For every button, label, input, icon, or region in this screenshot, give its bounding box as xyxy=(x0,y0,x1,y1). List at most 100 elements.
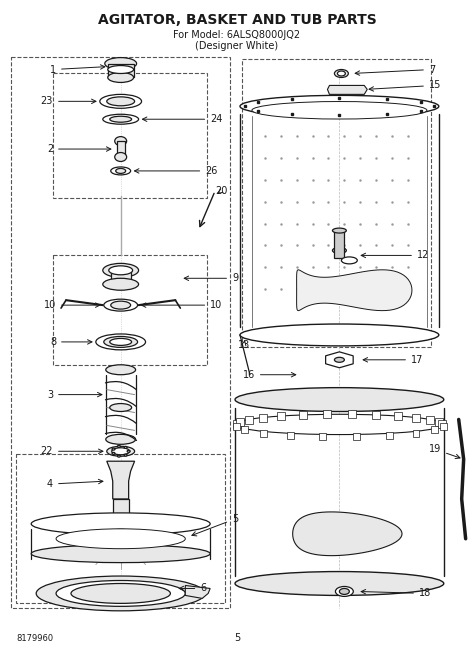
Ellipse shape xyxy=(108,73,134,82)
Bar xyxy=(354,433,360,440)
Text: 18: 18 xyxy=(361,589,431,598)
Ellipse shape xyxy=(31,545,210,562)
Ellipse shape xyxy=(336,587,353,596)
Ellipse shape xyxy=(71,583,170,604)
Text: 8179960: 8179960 xyxy=(16,634,54,643)
Ellipse shape xyxy=(107,446,135,456)
Text: 12: 12 xyxy=(361,250,429,260)
Text: 10: 10 xyxy=(44,300,100,310)
Ellipse shape xyxy=(110,116,132,122)
Ellipse shape xyxy=(107,97,135,106)
Polygon shape xyxy=(328,86,367,94)
Bar xyxy=(426,416,434,424)
Ellipse shape xyxy=(339,589,349,594)
Text: 16: 16 xyxy=(243,370,296,380)
Ellipse shape xyxy=(111,301,131,309)
Ellipse shape xyxy=(335,69,348,77)
Ellipse shape xyxy=(235,414,444,434)
Bar xyxy=(259,414,267,422)
Ellipse shape xyxy=(109,266,133,275)
Text: 13: 13 xyxy=(237,340,250,350)
Text: 17: 17 xyxy=(363,355,423,365)
Bar xyxy=(245,416,253,424)
Ellipse shape xyxy=(124,454,127,456)
Ellipse shape xyxy=(103,114,138,124)
Ellipse shape xyxy=(124,447,127,449)
Bar xyxy=(438,421,446,428)
Ellipse shape xyxy=(100,94,142,109)
Bar xyxy=(319,433,327,440)
Ellipse shape xyxy=(332,247,346,254)
Text: 5: 5 xyxy=(192,514,238,536)
Ellipse shape xyxy=(252,101,427,119)
Polygon shape xyxy=(297,270,412,311)
Text: 23: 23 xyxy=(41,96,96,107)
Ellipse shape xyxy=(112,448,115,450)
Ellipse shape xyxy=(56,529,185,549)
Text: 8: 8 xyxy=(50,337,92,347)
Bar xyxy=(412,430,419,437)
Text: 7: 7 xyxy=(355,65,435,75)
Ellipse shape xyxy=(127,450,130,453)
Ellipse shape xyxy=(31,513,210,535)
Text: 6: 6 xyxy=(179,583,206,593)
Text: 4: 4 xyxy=(47,479,103,489)
Ellipse shape xyxy=(335,357,345,362)
Ellipse shape xyxy=(235,388,444,411)
Ellipse shape xyxy=(103,279,138,290)
Bar xyxy=(435,418,443,426)
Ellipse shape xyxy=(104,299,137,311)
Bar xyxy=(323,410,331,419)
Bar xyxy=(412,414,420,422)
Bar xyxy=(348,410,356,419)
Bar xyxy=(335,231,345,258)
Ellipse shape xyxy=(103,264,138,277)
Text: 24: 24 xyxy=(143,114,222,124)
Bar xyxy=(117,141,125,157)
Bar xyxy=(277,412,285,420)
Ellipse shape xyxy=(118,445,120,447)
Ellipse shape xyxy=(110,338,132,345)
Bar xyxy=(108,63,134,77)
Text: 3: 3 xyxy=(47,390,102,400)
Ellipse shape xyxy=(235,572,444,595)
Ellipse shape xyxy=(112,453,115,455)
Polygon shape xyxy=(292,512,402,556)
Text: 9: 9 xyxy=(184,273,238,283)
Ellipse shape xyxy=(118,455,120,457)
Text: 10: 10 xyxy=(141,300,222,310)
Ellipse shape xyxy=(108,65,134,73)
Ellipse shape xyxy=(112,448,129,455)
Bar xyxy=(372,411,380,419)
Ellipse shape xyxy=(110,404,132,411)
Text: 15: 15 xyxy=(369,80,441,91)
Ellipse shape xyxy=(56,581,185,606)
Ellipse shape xyxy=(106,365,136,375)
Polygon shape xyxy=(326,352,353,368)
Text: 19: 19 xyxy=(429,444,460,458)
Ellipse shape xyxy=(111,167,131,175)
Ellipse shape xyxy=(341,257,357,264)
Ellipse shape xyxy=(240,324,439,346)
Text: For Model: 6ALSQ8000JQ2: For Model: 6ALSQ8000JQ2 xyxy=(173,29,301,40)
Ellipse shape xyxy=(96,334,146,350)
Bar xyxy=(287,432,294,439)
Bar xyxy=(233,422,239,430)
Bar xyxy=(431,426,438,434)
Text: 20: 20 xyxy=(215,186,228,196)
Text: 1: 1 xyxy=(50,65,105,75)
Ellipse shape xyxy=(115,152,127,162)
Bar xyxy=(111,270,131,284)
Bar xyxy=(236,418,244,426)
Polygon shape xyxy=(185,585,210,598)
Text: 5: 5 xyxy=(234,633,240,643)
Bar xyxy=(241,426,248,434)
Ellipse shape xyxy=(36,576,205,611)
Bar xyxy=(393,412,401,420)
Bar xyxy=(113,499,128,534)
Bar xyxy=(440,422,447,430)
Ellipse shape xyxy=(332,228,346,233)
Ellipse shape xyxy=(240,95,439,117)
Bar xyxy=(233,421,241,428)
Bar xyxy=(260,430,267,437)
